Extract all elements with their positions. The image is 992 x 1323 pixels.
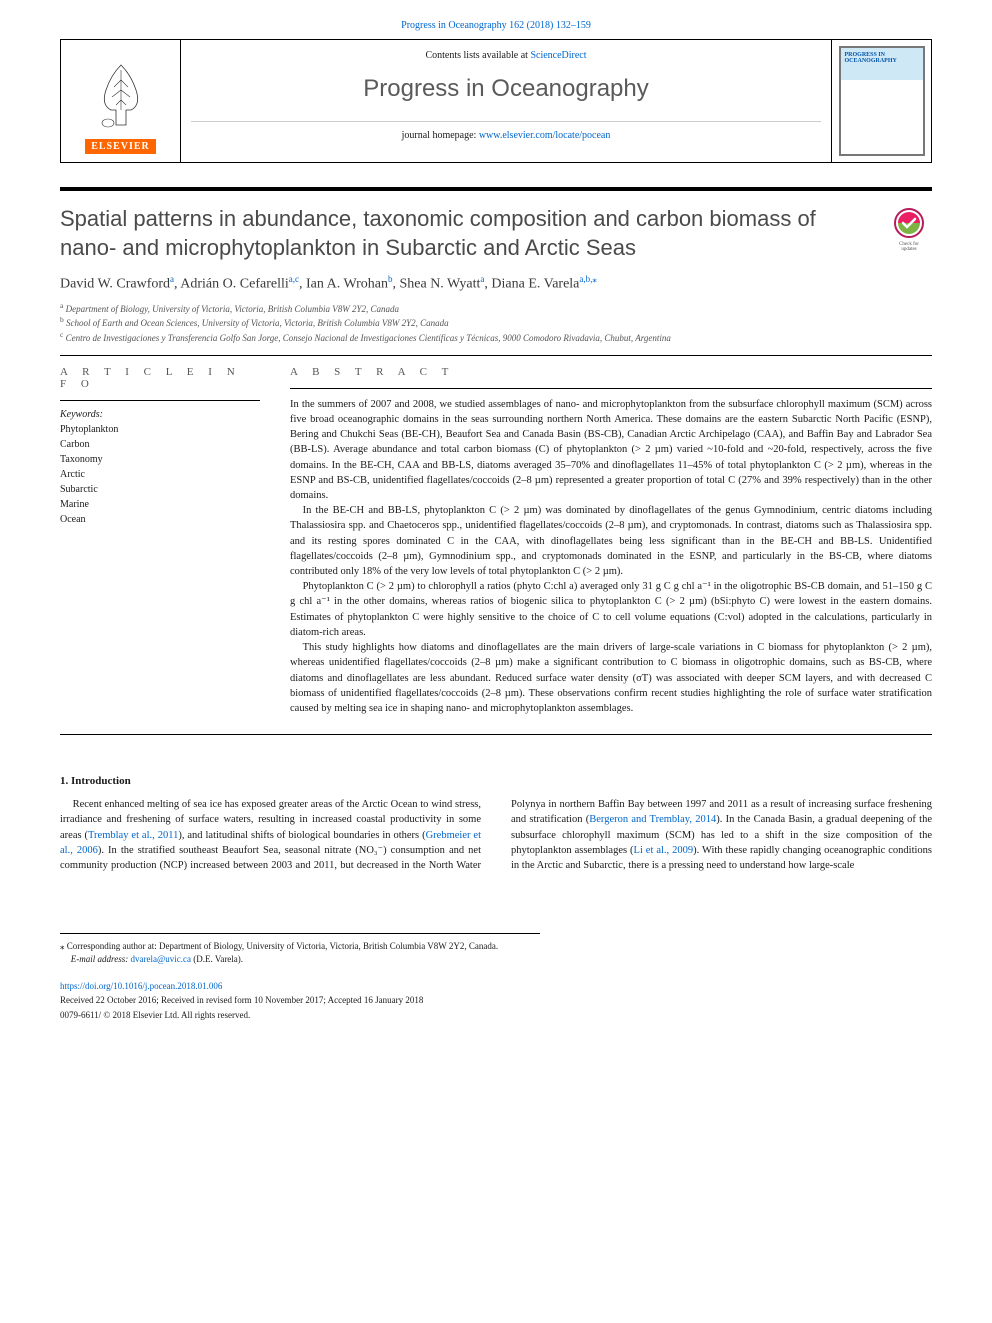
journal-homepage: journal homepage: www.elsevier.com/locat…: [191, 121, 821, 149]
homepage-prefix: journal homepage:: [402, 130, 479, 141]
abstract-body: In the summers of 2007 and 2008, we stud…: [290, 397, 932, 717]
keyword-item: Taxonomy: [60, 452, 260, 467]
keyword-item: Phytoplankton: [60, 422, 260, 437]
citation-link[interactable]: Tremblay et al., 2011: [88, 830, 178, 841]
received-dates: Received 22 October 2016; Received in re…: [60, 994, 932, 1007]
journal-title: Progress in Oceanography: [191, 75, 821, 103]
intro-paragraph: Recent enhanced melting of sea ice has e…: [60, 797, 932, 873]
divider-thick: [60, 187, 932, 191]
keywords-label: Keywords:: [60, 409, 260, 420]
abstract-paragraph: Phytoplankton C (> 2 µm) to chlorophyll …: [290, 579, 932, 640]
keyword-item: Ocean: [60, 512, 260, 527]
email-label: E-mail address:: [71, 954, 131, 964]
corresponding-author-note: ⁎ Corresponding author at: Department of…: [60, 933, 540, 965]
abstract-paragraph: In the summers of 2007 and 2008, we stud…: [290, 397, 932, 504]
citation-link[interactable]: Progress in Oceanography 162 (2018) 132–…: [401, 20, 591, 31]
journal-header: ELSEVIER Contents lists available at Sci…: [60, 39, 932, 163]
divider-thin-2: [60, 734, 932, 735]
citation-link[interactable]: Li et al., 2009: [634, 845, 694, 856]
publisher-name: ELSEVIER: [85, 139, 156, 154]
journal-cover-box: PROGRESS IN OCEANOGRAPHY: [831, 40, 931, 162]
journal-citation: Progress in Oceanography 162 (2018) 132–…: [60, 20, 932, 31]
citation-link[interactable]: Bergeron and Tremblay, 2014: [589, 814, 716, 825]
keyword-item: Marine: [60, 497, 260, 512]
keyword-item: Subarctic: [60, 482, 260, 497]
copyright-line: 0079-6611/ © 2018 Elsevier Ltd. All righ…: [60, 1009, 932, 1022]
svg-text:updates: updates: [901, 247, 916, 251]
affiliations: a Department of Biology, University of V…: [60, 301, 932, 345]
affiliation-line: a Department of Biology, University of V…: [60, 301, 932, 316]
divider-thin-1: [60, 355, 932, 356]
cover-title-text: PROGRESS IN OCEANOGRAPHY: [845, 52, 923, 64]
keywords-list: PhytoplanktonCarbonTaxonomyArcticSubarct…: [60, 422, 260, 527]
abstract-heading: A B S T R A C T: [290, 366, 932, 378]
contents-available: Contents lists available at ScienceDirec…: [191, 50, 821, 61]
contents-prefix: Contents lists available at: [425, 50, 530, 61]
homepage-link[interactable]: www.elsevier.com/locate/pocean: [479, 130, 611, 141]
doi-link[interactable]: https://doi.org/10.1016/j.pocean.2018.01…: [60, 981, 222, 991]
email-suffix: (D.E. Varela).: [191, 954, 243, 964]
keyword-item: Arctic: [60, 467, 260, 482]
check-updates-icon[interactable]: Check for updates: [886, 205, 932, 251]
page-footer: ⁎ Corresponding author at: Department of…: [60, 933, 932, 1021]
author-list: David W. Crawforda, Adrián O. Cefarellia…: [60, 274, 932, 293]
journal-cover-image: PROGRESS IN OCEANOGRAPHY: [839, 46, 925, 156]
keyword-item: Carbon: [60, 437, 260, 452]
abstract-paragraph: In the BE-CH and BB-LS, phytoplankton C …: [290, 503, 932, 579]
article-title: Spatial patterns in abundance, taxonomic…: [60, 205, 870, 262]
sciencedirect-link[interactable]: ScienceDirect: [530, 50, 586, 61]
introduction-body: Recent enhanced melting of sea ice has e…: [60, 797, 932, 873]
corr-email-link[interactable]: dvarela@uvic.ca: [130, 954, 191, 964]
affiliation-line: c Centro de Investigaciones y Transferen…: [60, 330, 932, 345]
corr-text: Corresponding author at: Department of B…: [65, 941, 499, 951]
divider-abstract: [290, 388, 932, 389]
article-info-heading: A R T I C L E I N F O: [60, 366, 260, 390]
abstract-paragraph: This study highlights how diatoms and di…: [290, 640, 932, 716]
divider-info: [60, 400, 260, 401]
elsevier-tree-icon: [86, 55, 156, 135]
publisher-logo-box: ELSEVIER: [61, 40, 181, 162]
affiliation-line: b School of Earth and Ocean Sciences, Un…: [60, 315, 932, 330]
introduction-heading: 1. Introduction: [60, 775, 932, 787]
